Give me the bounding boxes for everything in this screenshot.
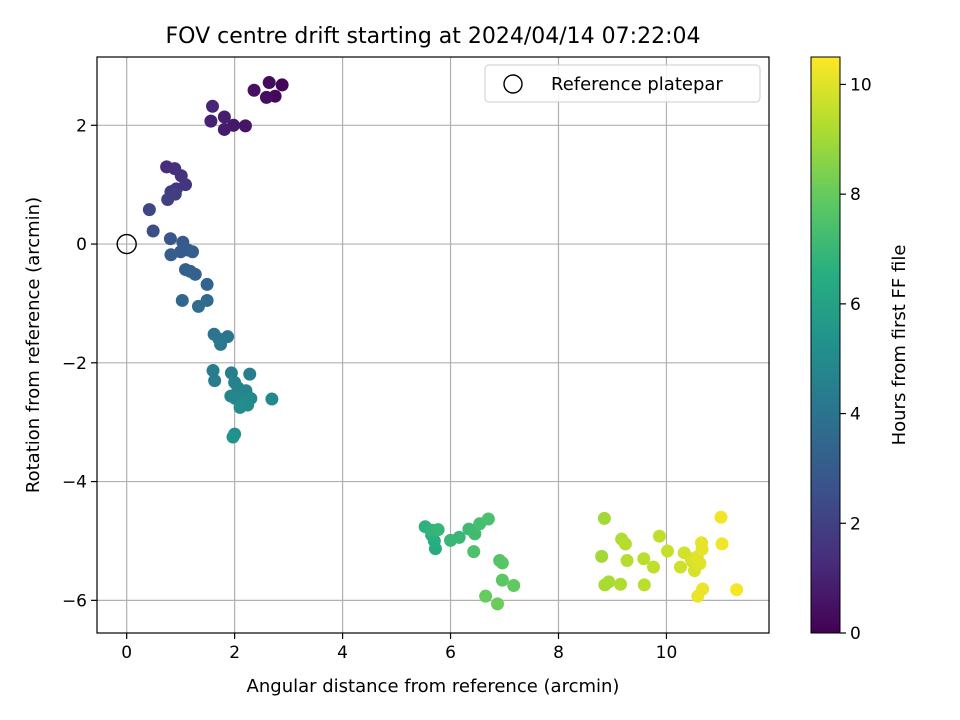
data-point: [163, 232, 177, 246]
colorbar-tick-label: 10: [850, 75, 872, 95]
data-point: [481, 512, 495, 526]
data-point: [208, 374, 222, 388]
data-point: [495, 573, 509, 587]
data-point: [602, 575, 616, 589]
data-point: [491, 597, 505, 611]
colorbar-ticks: 0 2 4 6 8 10: [840, 75, 872, 644]
data-point: [188, 267, 202, 281]
data-point: [200, 277, 214, 291]
data-point: [646, 560, 660, 574]
data-point: [652, 529, 666, 543]
colorbar-tick-label: 2: [850, 514, 861, 534]
data-point: [696, 582, 710, 596]
colorbar-label: Hours from first FF file: [889, 245, 910, 446]
data-point: [637, 552, 651, 566]
colorbar-gradient: [810, 56, 841, 634]
data-point: [226, 430, 240, 444]
data-point: [507, 578, 521, 592]
data-point: [467, 545, 481, 559]
legend: Reference platepar: [484, 64, 761, 103]
data-point: [695, 542, 709, 556]
data-point: [206, 364, 220, 378]
data-point: [452, 530, 466, 544]
legend-reference-marker: [503, 74, 523, 94]
data-point: [715, 537, 729, 551]
legend-entry-reference: Reference platepar: [551, 74, 723, 95]
data-point: [146, 224, 160, 238]
data-point: [468, 527, 482, 541]
data-point: [275, 78, 289, 92]
legend-box: [484, 64, 761, 103]
data-point: [238, 119, 252, 133]
colorbar-tick-label: 6: [850, 295, 861, 315]
colorbar-tick-label: 8: [850, 185, 861, 205]
plot-frame: [96, 56, 770, 634]
x-tick-label: 10: [656, 643, 678, 663]
data-point: [191, 299, 205, 313]
data-point: [730, 583, 744, 597]
data-point: [661, 544, 675, 558]
x-axis-ticks: 0 2 4 6 8 10: [121, 633, 677, 663]
y-axis-label: Rotation from reference (arcmin): [23, 197, 44, 493]
data-point: [214, 337, 228, 351]
colorbar: 0 2 4 6 8 10 Hours from first FF file: [810, 56, 910, 644]
y-tick-label: 0: [76, 235, 87, 255]
data-point: [479, 589, 493, 603]
data-points: [142, 76, 744, 611]
y-tick-label: 2: [76, 116, 87, 136]
reference-platepar-marker: [116, 233, 137, 255]
data-point: [614, 577, 628, 591]
data-point: [265, 392, 279, 406]
data-point: [637, 578, 651, 592]
y-tick-label: −2: [62, 354, 87, 374]
x-tick-label: 0: [121, 643, 132, 663]
data-point: [164, 248, 178, 262]
data-point: [262, 76, 276, 90]
data-point: [243, 367, 257, 381]
data-point: [233, 400, 247, 414]
x-tick-label: 8: [553, 643, 564, 663]
data-point: [206, 99, 220, 113]
chart-title: FOV centre drift starting at 2024/04/14 …: [166, 24, 701, 49]
data-point: [204, 114, 218, 128]
colorbar-tick-label: 0: [850, 624, 861, 644]
reference-marker-group: [116, 233, 137, 255]
data-point: [714, 510, 728, 524]
data-point: [620, 554, 634, 568]
x-tick-label: 4: [337, 643, 348, 663]
data-point: [597, 511, 611, 525]
data-point: [618, 537, 632, 551]
data-point: [217, 110, 231, 124]
data-point: [142, 203, 156, 217]
x-tick-label: 2: [229, 643, 240, 663]
y-tick-label: −6: [62, 591, 87, 611]
data-point: [186, 245, 200, 259]
data-point: [431, 523, 445, 537]
x-tick-label: 6: [445, 643, 456, 663]
data-point: [673, 560, 687, 574]
data-point: [595, 549, 609, 563]
y-tick-label: −4: [62, 473, 87, 493]
data-point: [247, 83, 261, 97]
data-point: [693, 557, 707, 571]
x-axis-label: Angular distance from reference (arcmin): [247, 676, 620, 697]
data-point: [175, 293, 189, 307]
data-point: [217, 122, 231, 136]
data-point: [161, 193, 175, 207]
data-point: [259, 90, 273, 104]
data-point: [495, 556, 509, 570]
y-axis-ticks: −6 −4 −2 0 2: [62, 116, 97, 611]
colorbar-tick-label: 4: [850, 405, 861, 425]
